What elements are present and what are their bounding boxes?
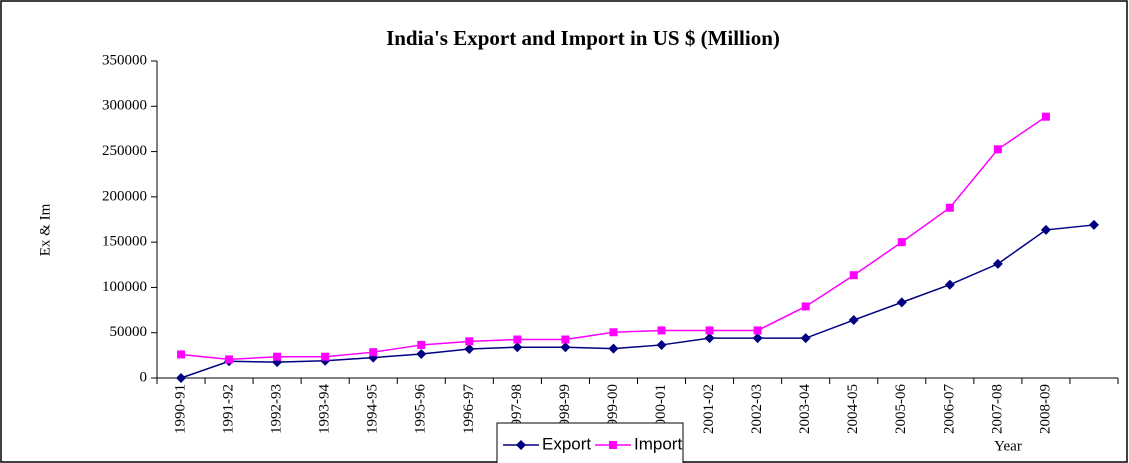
point bbox=[896, 297, 907, 308]
legend-label: Export bbox=[542, 434, 591, 453]
x-tick-label: 2007-08 bbox=[989, 384, 1005, 434]
legend-box bbox=[496, 422, 684, 463]
point bbox=[897, 238, 906, 247]
point bbox=[608, 343, 619, 354]
point bbox=[513, 335, 522, 344]
x-tick-label: 1998-99 bbox=[557, 384, 573, 434]
point bbox=[560, 342, 571, 353]
point bbox=[753, 326, 762, 335]
x-tick-label: 1990-91 bbox=[172, 384, 188, 434]
y-tick-label: 100000 bbox=[102, 279, 147, 295]
point bbox=[752, 333, 763, 344]
point bbox=[512, 342, 523, 353]
x-tick-label: 2004-05 bbox=[845, 384, 861, 434]
legend-marker bbox=[516, 440, 526, 450]
y-tick-label: 350000 bbox=[102, 52, 147, 68]
point bbox=[225, 355, 234, 364]
y-tick-label: 150000 bbox=[102, 234, 147, 250]
point bbox=[656, 339, 667, 350]
x-tick-label: 1999-00 bbox=[605, 384, 621, 434]
point bbox=[801, 302, 810, 311]
legend-marker bbox=[609, 441, 617, 449]
point bbox=[561, 335, 570, 344]
x-tick-label: 2008-09 bbox=[1037, 384, 1053, 434]
x-tick-label: 1993-94 bbox=[317, 384, 333, 434]
x-tick-label: 1997-98 bbox=[509, 384, 525, 434]
x-tick-label: 2002-03 bbox=[749, 384, 765, 434]
point bbox=[944, 279, 955, 290]
y-tick-label: 200000 bbox=[102, 188, 147, 204]
point bbox=[177, 350, 186, 359]
x-tick-label: 2005-06 bbox=[893, 384, 909, 434]
x-tick-label: 2001-02 bbox=[701, 384, 717, 434]
x-tick-label: 1991-92 bbox=[221, 384, 237, 434]
x-tick-label: 2000-01 bbox=[653, 384, 669, 434]
x-tick-label: 1996-97 bbox=[461, 384, 477, 434]
point bbox=[1040, 224, 1051, 235]
point bbox=[416, 348, 427, 359]
point bbox=[273, 352, 282, 361]
point bbox=[800, 333, 811, 344]
x-tick-label: 1992-93 bbox=[269, 384, 285, 434]
legend: Export Import bbox=[496, 422, 684, 463]
y-tick-label: 0 bbox=[140, 369, 148, 385]
x-tick-label: 1994-95 bbox=[365, 384, 381, 434]
point bbox=[321, 352, 330, 361]
chart-title: India's Export and Import in US $ (Milli… bbox=[386, 26, 780, 50]
series-line bbox=[180, 224, 1095, 379]
y-tick-label: 250000 bbox=[102, 143, 147, 159]
point bbox=[465, 337, 474, 346]
y-axis-label: Ex & Im bbox=[37, 203, 53, 256]
point bbox=[369, 348, 378, 357]
point bbox=[657, 326, 666, 335]
point bbox=[705, 326, 714, 335]
y-tick-label: 300000 bbox=[102, 98, 147, 114]
point bbox=[417, 340, 426, 349]
point bbox=[176, 373, 187, 383]
point bbox=[848, 315, 859, 326]
point bbox=[464, 344, 475, 355]
x-axis-label: Year bbox=[994, 438, 1022, 454]
legend-label: Import bbox=[634, 434, 682, 453]
point bbox=[945, 203, 954, 212]
point bbox=[704, 333, 715, 344]
point bbox=[1041, 112, 1050, 121]
x-tick-label: 1995-96 bbox=[413, 384, 429, 434]
point bbox=[609, 328, 618, 337]
y-tick-label: 50000 bbox=[110, 324, 148, 340]
x-tick-label: 2003-04 bbox=[797, 384, 813, 434]
point bbox=[849, 271, 858, 280]
x-tick-label: 2006-07 bbox=[941, 384, 957, 434]
point bbox=[992, 258, 1003, 269]
point bbox=[1088, 219, 1099, 230]
point bbox=[993, 145, 1002, 154]
